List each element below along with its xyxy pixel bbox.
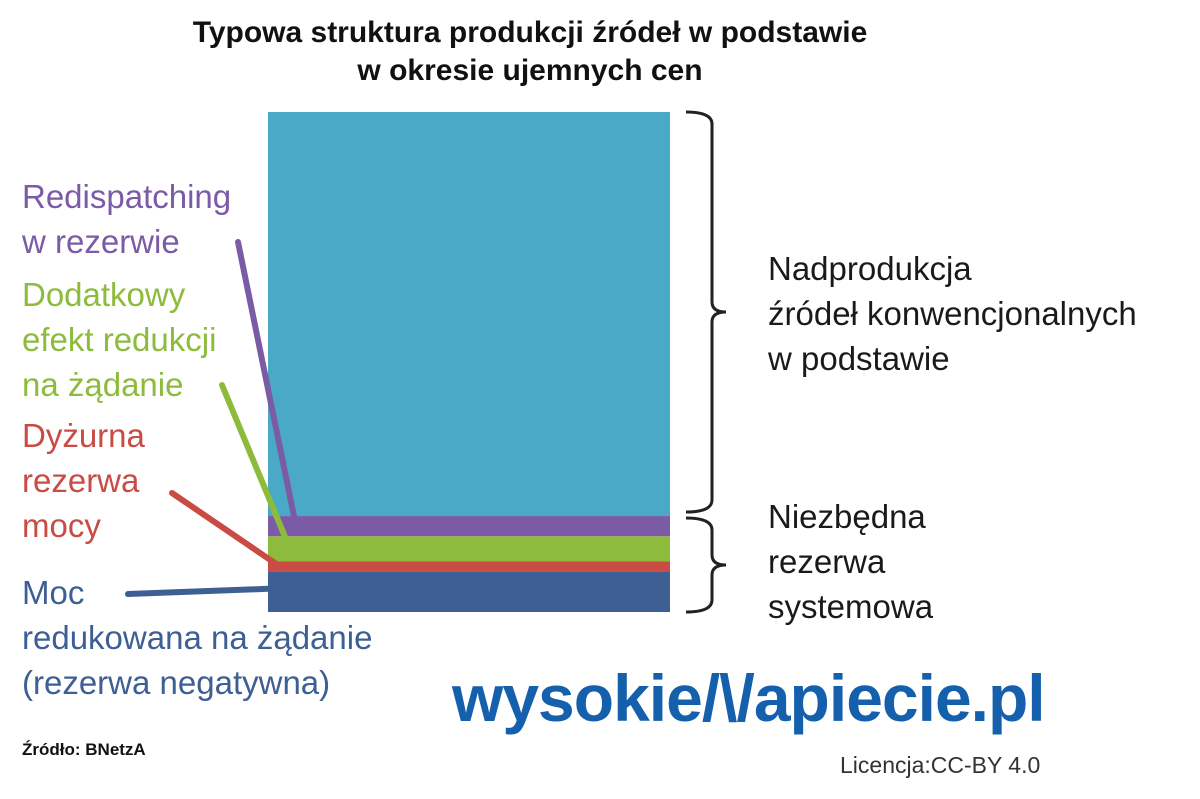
label-moc-line-3: (rezerwa negatywna) xyxy=(22,664,331,701)
leader-line-moc xyxy=(125,585,271,597)
label-moc-line-1: Moc xyxy=(22,574,85,611)
label-moc-line-2: redukowana na żądanie xyxy=(22,619,373,656)
chart-title-line-2: w okresie ujemnych cen xyxy=(357,54,703,87)
bar-segment-moc xyxy=(268,571,670,612)
label-nadprodukcja: Nadprodukcja źródeł konwencjonalnych w p… xyxy=(768,246,1137,381)
logo-text-part-1: wysokie xyxy=(452,661,703,735)
leader-line-redispatch xyxy=(235,239,299,530)
label-nadprodukcja-line-3: w podstawie xyxy=(768,340,950,377)
label-redispatching: Redispatching w rezerwie xyxy=(22,174,231,264)
label-dyzurna-line-1: Dyżurna xyxy=(22,417,145,454)
bar-segment-dyzurna xyxy=(268,561,670,572)
label-niezbedna-line-1: Niezbędna xyxy=(768,498,926,535)
leader-line-dodatkowy xyxy=(219,382,293,552)
brace-nadprodukcja xyxy=(685,110,727,514)
brand-logo: wysokie/\/apiecie.pl xyxy=(452,660,1046,736)
bar-segment-nadprod xyxy=(268,112,670,517)
bar-segment-redispatch xyxy=(268,516,670,537)
license-note: Licencja:CC-BY 4.0 xyxy=(840,752,1041,778)
label-nadprodukcja-line-1: Nadprodukcja xyxy=(768,250,972,287)
source-note: Źródło: BNetzA xyxy=(22,740,146,759)
chart-title: Typowa struktura produkcji źródeł w pods… xyxy=(0,14,1060,90)
label-niezbedna-rezerwa: Niezbędna rezerwa systemowa xyxy=(768,494,933,629)
brace-niezbedna-rezerwa xyxy=(685,516,727,614)
logo-text-part-2: apiecie.pl xyxy=(753,661,1046,735)
label-dyzurna-line-2: rezerwa xyxy=(22,462,140,499)
label-dodatkowy-line-2: efekt redukcji xyxy=(22,321,217,358)
label-nadprodukcja-line-2: źródeł konwencjonalnych xyxy=(768,295,1137,332)
chart-title-line-1: Typowa struktura produkcji źródeł w pods… xyxy=(192,16,868,49)
label-moc-redukowana: Moc redukowana na żądanie (rezerwa negat… xyxy=(22,570,372,705)
lightning-icon: /\/ xyxy=(701,661,755,735)
label-dodatkowy-line-1: Dodatkowy xyxy=(22,276,186,313)
leader-line-dyzurna xyxy=(169,490,283,570)
label-dodatkowy-efekt: Dodatkowy efekt redukcji na żądanie xyxy=(22,272,216,407)
label-dyzurna-rezerwa: Dyżurna rezerwa mocy xyxy=(22,413,145,548)
label-niezbedna-line-2: rezerwa xyxy=(768,543,886,580)
bar-segment-dodatkowy xyxy=(268,536,670,562)
label-redispatching-line-1: Redispatching xyxy=(22,178,232,215)
label-dyzurna-line-3: mocy xyxy=(22,507,101,544)
label-redispatching-line-2: w rezerwie xyxy=(22,223,180,260)
label-niezbedna-line-3: systemowa xyxy=(768,588,934,625)
label-dodatkowy-line-3: na żądanie xyxy=(22,366,184,403)
